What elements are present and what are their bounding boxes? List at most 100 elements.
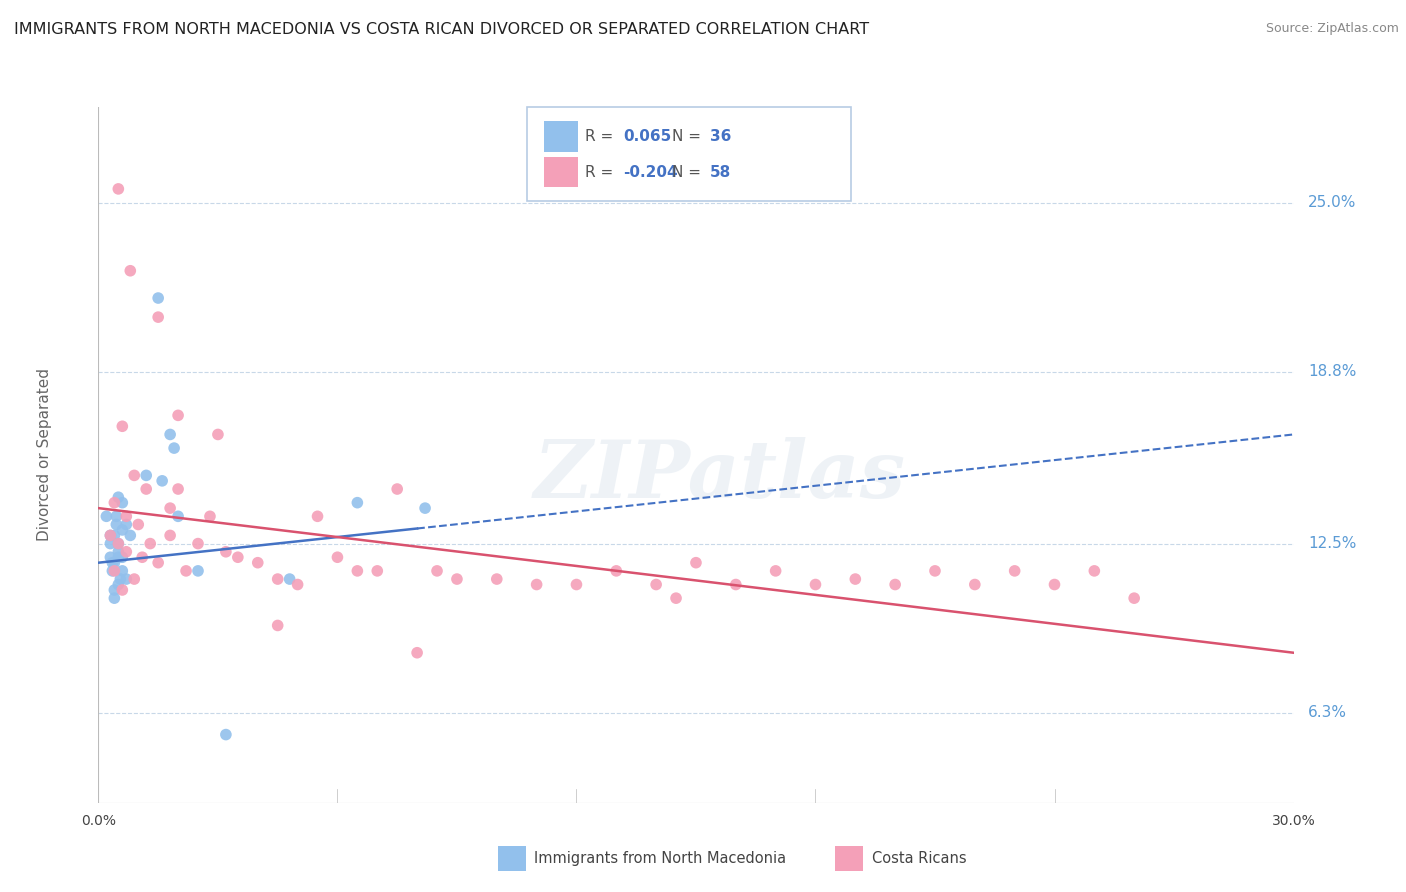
Point <box>124 468 146 483</box>
Text: 25.0%: 25.0% <box>1308 195 1357 210</box>
Point <box>107 490 129 504</box>
Point <box>150 474 173 488</box>
Point <box>103 564 125 578</box>
Point <box>413 501 436 516</box>
Point <box>174 564 197 578</box>
Point <box>366 564 388 578</box>
Point <box>148 556 170 570</box>
Point <box>103 496 125 510</box>
Point <box>98 536 122 550</box>
Point <box>685 556 707 570</box>
Point <box>1083 564 1105 578</box>
Point <box>167 409 190 423</box>
Text: 18.8%: 18.8% <box>1308 364 1357 379</box>
Point <box>346 564 368 578</box>
Text: R =: R = <box>585 165 619 179</box>
Point <box>103 582 125 597</box>
Point <box>111 550 134 565</box>
Point <box>307 509 329 524</box>
Point <box>98 550 122 565</box>
Point <box>107 550 129 565</box>
Point <box>135 482 157 496</box>
Point <box>98 528 122 542</box>
Point <box>844 572 866 586</box>
Point <box>103 528 125 542</box>
Point <box>1043 577 1066 591</box>
Point <box>107 577 129 591</box>
Point <box>115 509 138 524</box>
Point <box>187 536 209 550</box>
Text: N =: N = <box>672 165 706 179</box>
Point <box>101 564 124 578</box>
Text: 36: 36 <box>710 129 731 144</box>
Point <box>107 536 129 550</box>
Point <box>111 582 134 597</box>
Point <box>287 577 309 591</box>
Point <box>215 545 238 559</box>
Point <box>159 427 181 442</box>
Text: Source: ZipAtlas.com: Source: ZipAtlas.com <box>1265 22 1399 36</box>
Point <box>884 577 907 591</box>
Point <box>226 550 249 565</box>
Point <box>131 550 153 565</box>
Point <box>115 517 138 532</box>
Point <box>148 310 170 325</box>
Text: 58: 58 <box>710 165 731 179</box>
Point <box>385 482 409 496</box>
Text: N =: N = <box>672 129 706 144</box>
Point <box>605 564 627 578</box>
Point <box>565 577 588 591</box>
Text: 0.0%: 0.0% <box>82 814 115 828</box>
Point <box>96 509 118 524</box>
Point <box>120 264 142 278</box>
Point <box>215 728 238 742</box>
Point <box>110 572 132 586</box>
Point <box>159 528 181 542</box>
Point <box>139 536 162 550</box>
Point <box>278 572 301 586</box>
Text: Costa Ricans: Costa Ricans <box>872 851 966 865</box>
Point <box>426 564 449 578</box>
Point <box>924 564 946 578</box>
Point <box>326 550 349 565</box>
Point <box>645 577 668 591</box>
Point <box>187 564 209 578</box>
Text: 6.3%: 6.3% <box>1308 706 1347 720</box>
Point <box>804 577 827 591</box>
Point <box>1004 564 1026 578</box>
Point <box>120 528 142 542</box>
Point <box>246 556 269 570</box>
Point <box>1123 591 1146 606</box>
Text: Divorced or Separated: Divorced or Separated <box>37 368 52 541</box>
Point <box>267 618 290 632</box>
Point <box>526 577 548 591</box>
Text: R =: R = <box>585 129 619 144</box>
Point <box>446 572 468 586</box>
Point <box>163 441 186 455</box>
Point <box>665 591 688 606</box>
Point <box>111 523 134 537</box>
Point <box>115 572 138 586</box>
Point <box>198 509 221 524</box>
Point <box>167 509 190 524</box>
Text: ZIPatlas: ZIPatlas <box>534 437 905 515</box>
Point <box>111 496 134 510</box>
Point <box>963 577 986 591</box>
Point <box>485 572 508 586</box>
Point <box>105 517 128 532</box>
Point <box>107 545 129 559</box>
Point <box>127 517 149 532</box>
Point <box>115 545 138 559</box>
Point <box>148 291 170 305</box>
Point <box>346 496 368 510</box>
Text: 0.065: 0.065 <box>623 129 671 144</box>
Text: -0.204: -0.204 <box>623 165 678 179</box>
Text: Immigrants from North Macedonia: Immigrants from North Macedonia <box>534 851 786 865</box>
Point <box>765 564 787 578</box>
Point <box>207 427 229 442</box>
Point <box>135 468 157 483</box>
Point <box>111 564 134 578</box>
Point <box>105 509 128 524</box>
Point <box>107 536 129 550</box>
Point <box>101 556 124 570</box>
